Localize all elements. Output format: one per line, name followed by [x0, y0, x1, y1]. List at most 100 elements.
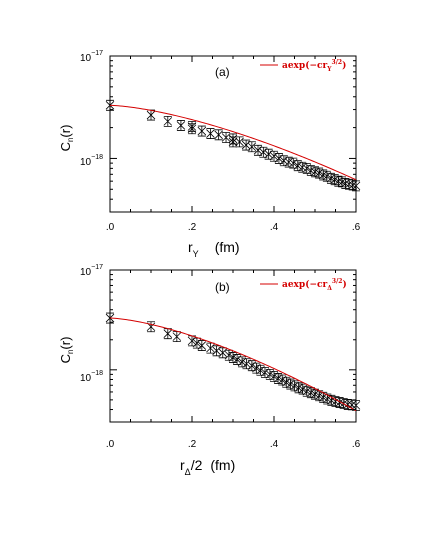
data-point [259, 146, 268, 158]
data-point [187, 123, 197, 135]
data-point [334, 175, 343, 187]
fit-curve [109, 317, 357, 412]
data-point [187, 335, 197, 347]
legend-label: aexp(−crΔ3/2) [282, 278, 347, 292]
data-point [298, 161, 307, 173]
data-point [269, 370, 279, 382]
y-tick-label-mid: 10−18 [80, 370, 103, 384]
data-point [212, 345, 221, 357]
data-point [326, 172, 336, 184]
data-point [351, 399, 361, 411]
data-point [228, 136, 238, 148]
data-point [284, 156, 294, 168]
x-tick-label: .2 [188, 222, 197, 233]
data-point [310, 166, 320, 178]
data-point [192, 337, 202, 349]
data-point [252, 362, 261, 374]
data-point [206, 342, 215, 354]
data-point [314, 390, 324, 402]
data-points [105, 312, 361, 411]
data-points [105, 99, 361, 192]
data-point [253, 144, 263, 156]
data-point [206, 128, 215, 139]
axis-ticks [109, 269, 357, 423]
data-point [302, 162, 312, 174]
data-point [242, 358, 251, 370]
x-tick-label: .4 [270, 222, 279, 233]
data-point [273, 373, 283, 384]
x-tick-label: .6 [352, 439, 361, 450]
data-point [228, 352, 238, 363]
data-point [264, 148, 273, 160]
fit-curve [109, 104, 357, 181]
data-point [310, 388, 320, 400]
data-point [347, 399, 357, 411]
data-point [348, 179, 358, 191]
data-point [343, 399, 353, 410]
data-point [232, 354, 242, 365]
x-axis-title: rY (fm) [188, 239, 240, 259]
legend: aexp(−crY3/2) [260, 59, 346, 73]
data-point [146, 109, 156, 121]
x-tick-label: .0 [106, 222, 115, 233]
data-point [224, 349, 234, 361]
panel-b: 10−17 10−18 .0 .2 .4 .6 Cn(r) rΔ/2 (fm) (… [58, 264, 361, 477]
legend-label: aexp(−crY3/2) [282, 59, 346, 73]
panel-a: 10−17 10−18 .0 .2 .4 .6 Cn(r) rY (fm) (a)… [58, 50, 361, 259]
data-point [235, 136, 244, 148]
axis-ticks [109, 55, 357, 213]
data-point [286, 378, 295, 390]
data-point [241, 139, 251, 151]
data-point [279, 155, 289, 167]
data-point [197, 125, 207, 137]
data-point [256, 364, 265, 376]
data-point [331, 396, 340, 408]
data-point [247, 141, 257, 153]
data-point [247, 360, 257, 372]
y-tick-label-mid: 10−18 [80, 154, 103, 168]
data-point [163, 328, 173, 340]
data-point [197, 340, 207, 351]
data-point [214, 129, 223, 141]
data-point [337, 176, 347, 188]
data-point [322, 170, 332, 182]
data-point [298, 383, 307, 395]
data-point [146, 321, 156, 333]
y-axis-title: Cn(r) [58, 337, 75, 364]
data-point [260, 367, 270, 378]
x-tick-label: .6 [352, 222, 361, 233]
data-point [302, 385, 312, 397]
data-point [105, 312, 115, 324]
data-point [265, 368, 275, 380]
data-point [221, 132, 231, 143]
panel-label: (a) [215, 65, 230, 79]
data-point [306, 387, 316, 399]
data-point [172, 331, 182, 343]
data-point [318, 169, 328, 181]
x-axis-title: rΔ/2 (fm) [180, 457, 235, 477]
data-point [306, 165, 316, 177]
y-tick-label-top: 10−17 [80, 50, 103, 64]
data-point [344, 178, 354, 190]
data-point [341, 178, 350, 189]
data-point [294, 382, 303, 394]
data-point [323, 393, 332, 405]
y-axis-title: Cn(r) [58, 125, 75, 152]
x-tick-label: .2 [188, 439, 197, 450]
data-point [176, 120, 186, 131]
data-point [351, 180, 361, 192]
data-point [290, 380, 299, 392]
y-tick-label-top: 10−17 [80, 264, 103, 278]
data-point [274, 153, 284, 164]
data-point [288, 157, 298, 169]
data-point [327, 394, 336, 406]
data-point [318, 391, 328, 403]
x-tick-label: .0 [106, 439, 115, 450]
data-point [237, 356, 247, 368]
data-point [330, 174, 339, 186]
data-point [293, 160, 303, 172]
data-point [335, 397, 344, 408]
x-tick-label: .4 [270, 439, 279, 450]
data-point [218, 347, 228, 359]
